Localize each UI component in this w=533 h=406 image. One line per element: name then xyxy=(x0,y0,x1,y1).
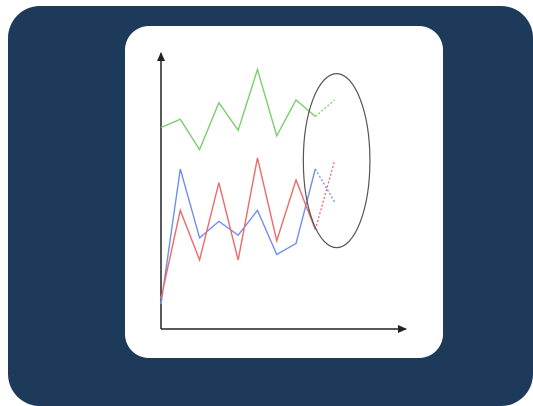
forecast-line-green xyxy=(314,99,336,117)
series-line-red xyxy=(160,157,316,299)
series-line-blue xyxy=(160,168,317,305)
forecast-line-red xyxy=(314,160,336,230)
series-line-green xyxy=(160,67,316,152)
line-chart xyxy=(157,52,407,333)
chart-card xyxy=(125,26,443,358)
forecast-highlight-ellipse xyxy=(302,72,371,249)
